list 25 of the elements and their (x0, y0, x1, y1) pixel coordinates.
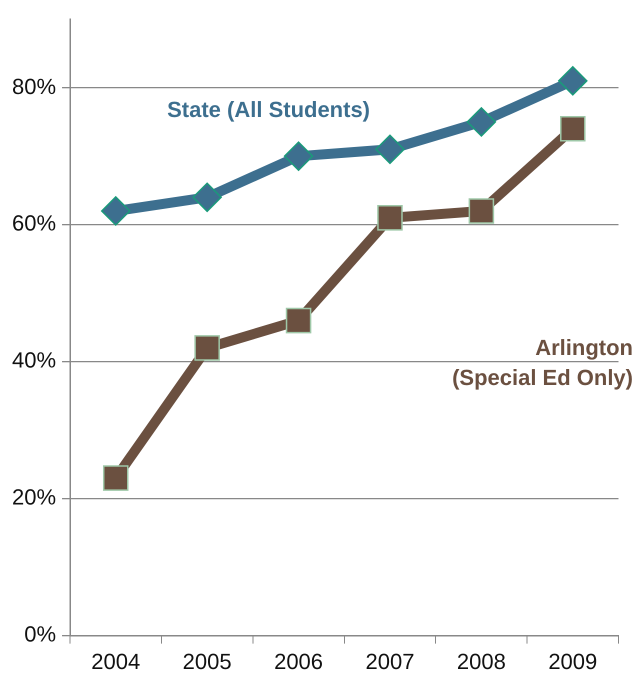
y-tick-label: 40% (12, 348, 56, 373)
x-tick-label: 2008 (456, 648, 506, 674)
point (468, 198, 494, 224)
text: Arlington (Special Ed Only) (452, 334, 633, 390)
point (194, 335, 220, 361)
point (192, 182, 222, 212)
series-label: State (All Students) (167, 97, 370, 122)
point (377, 205, 403, 231)
point (284, 141, 314, 171)
point (560, 116, 586, 142)
y-tick-label: 80% (12, 74, 56, 99)
point (466, 107, 496, 137)
point (558, 66, 588, 96)
y-tick-label: 60% (12, 210, 56, 236)
x-tick-label: 2004 (91, 648, 140, 674)
y-tick-label: 0% (24, 622, 56, 647)
y-tick-label: 20% (12, 484, 56, 510)
x-tick-label: 2009 (548, 648, 598, 674)
point (375, 134, 405, 164)
point (102, 465, 129, 491)
x-tick-label: 2005 (182, 648, 232, 674)
point (286, 308, 312, 334)
point (100, 196, 130, 226)
x-tick-label: 2006 (274, 648, 324, 674)
x-tick-label: 2007 (365, 648, 414, 674)
